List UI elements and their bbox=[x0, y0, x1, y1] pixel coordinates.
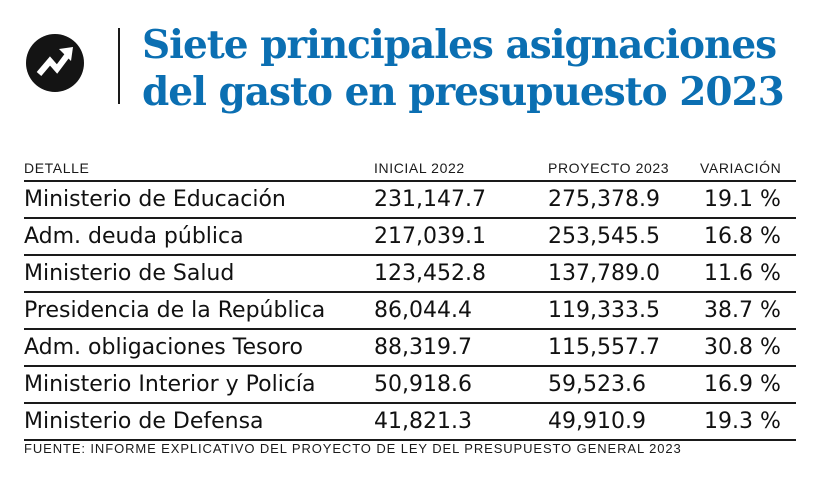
table-row: Ministerio de Salud 123,452.8 137,789.0 11.… bbox=[24, 256, 796, 293]
header-divider bbox=[118, 28, 120, 104]
cell-variacion: 16.9 % bbox=[704, 372, 781, 397]
cell-inicial-2022: 86,044.4 bbox=[374, 298, 472, 323]
row-label: Ministerio de Educación bbox=[24, 187, 286, 212]
column-header-inicial-2022: INICIAL 2022 bbox=[374, 160, 465, 176]
cell-variacion: 19.3 % bbox=[704, 409, 781, 434]
table-row: Ministerio de Defensa 41,821.3 49,910.9 19.… bbox=[24, 404, 796, 441]
cell-inicial-2022: 50,918.6 bbox=[374, 372, 472, 397]
cell-variacion: 19.1 % bbox=[704, 187, 781, 212]
cell-proyecto-2023: 59,523.6 bbox=[548, 372, 646, 397]
source-note: FUENTE: INFORME EXPLICATIVO DEL PROYECTO… bbox=[24, 441, 682, 456]
cell-variacion: 16.8 % bbox=[704, 224, 781, 249]
cell-proyecto-2023: 119,333.5 bbox=[548, 298, 660, 323]
row-label: Presidencia de la República bbox=[24, 298, 326, 323]
cell-proyecto-2023: 275,378.9 bbox=[548, 187, 660, 212]
chart-title: Siete principales asignaciones del gasto… bbox=[142, 22, 785, 115]
table-row: Adm. deuda pública 217,039.1 253,545.5 16.8… bbox=[24, 219, 796, 256]
table-row: Adm. obligaciones Tesoro 88,319.7 115,557.… bbox=[24, 330, 796, 367]
row-label: Ministerio de Salud bbox=[24, 261, 235, 286]
cell-proyecto-2023: 49,910.9 bbox=[548, 409, 646, 434]
trend-arrow-icon bbox=[26, 34, 84, 92]
row-label: Adm. deuda pública bbox=[24, 224, 244, 249]
cell-proyecto-2023: 137,789.0 bbox=[548, 261, 660, 286]
cell-variacion: 38.7 % bbox=[704, 298, 781, 323]
column-header-proyecto-2023: PROYECTO 2023 bbox=[548, 160, 670, 176]
cell-proyecto-2023: 253,545.5 bbox=[548, 224, 660, 249]
column-header-variacion: VARIACIÓN bbox=[700, 160, 782, 176]
cell-inicial-2022: 123,452.8 bbox=[374, 261, 486, 286]
cell-inicial-2022: 41,821.3 bbox=[374, 409, 472, 434]
table-body: Ministerio de Educación 231,147.7 275,378.… bbox=[24, 182, 796, 441]
cell-proyecto-2023: 115,557.7 bbox=[548, 335, 660, 360]
column-header-detalle: DETALLE bbox=[24, 160, 90, 176]
table-row: Ministerio de Educación 231,147.7 275,378.… bbox=[24, 182, 796, 219]
row-label: Ministerio de Defensa bbox=[24, 409, 264, 434]
table-header: DETALLE INICIAL 2022 PROYECTO 2023 VARIA… bbox=[24, 160, 796, 182]
cell-variacion: 11.6 % bbox=[704, 261, 781, 286]
table-row: Presidencia de la República 86,044.4 119,3… bbox=[24, 293, 796, 330]
data-table: DETALLE INICIAL 2022 PROYECTO 2023 VARIA… bbox=[24, 160, 796, 441]
row-label: Adm. obligaciones Tesoro bbox=[24, 335, 303, 360]
cell-inicial-2022: 231,147.7 bbox=[374, 187, 486, 212]
cell-inicial-2022: 217,039.1 bbox=[374, 224, 486, 249]
cell-inicial-2022: 88,319.7 bbox=[374, 335, 472, 360]
row-label: Ministerio Interior y Policía bbox=[24, 372, 316, 397]
header: Siete principales asignaciones del gasto… bbox=[22, 22, 812, 132]
cell-variacion: 30.8 % bbox=[704, 335, 781, 360]
table-row: Ministerio Interior y Policía 50,918.6 59,… bbox=[24, 367, 796, 404]
